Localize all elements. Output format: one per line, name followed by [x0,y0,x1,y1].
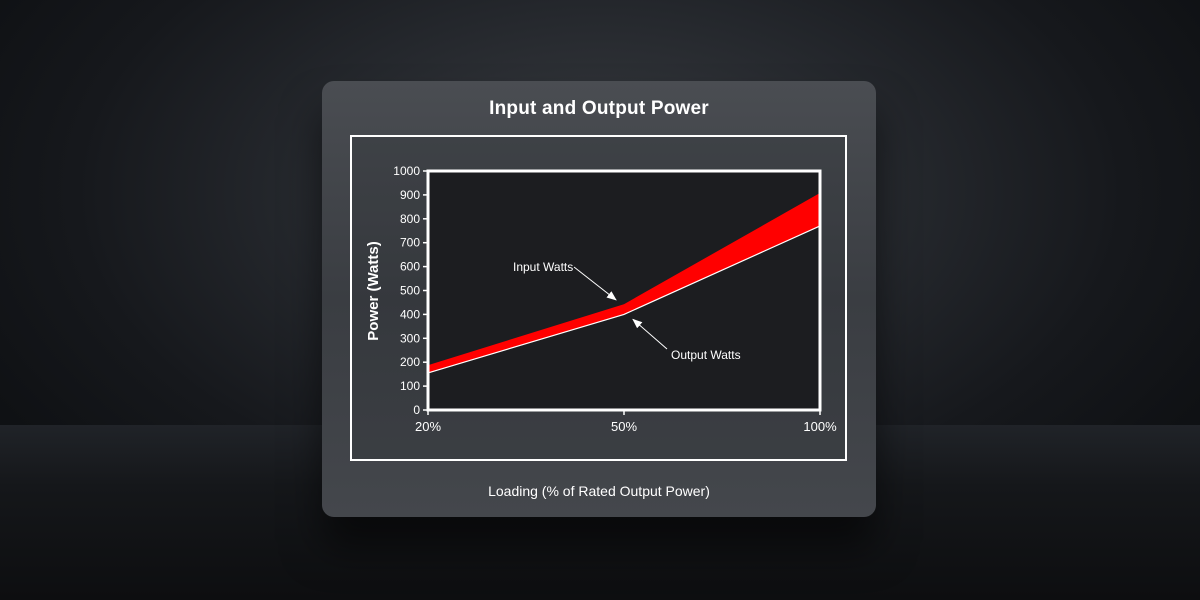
y-tick-label: 800 [400,212,420,226]
y-tick-label: 900 [400,188,420,202]
y-tick-label: 300 [400,331,420,345]
series-line-output-watts [427,225,821,374]
chart-card: Input and Output Power 0 100 200 300 400 500 6… [322,81,876,517]
plot-area [428,171,820,410]
chart-svg: 0 100 200 300 400 500 600 700 800 900 1000 20% 50% 10… [365,164,837,434]
annotation-arrow-input [573,266,617,301]
y-tick-label: 700 [400,236,420,250]
x-axis-title: Loading (% of Rated Output Power) [488,483,710,499]
x-tick-label: 20% [415,419,441,434]
y-axis-title: Power (Watts) [365,241,382,340]
power-loss-band [428,193,820,373]
annotation-output-watts: Output Watts [671,348,741,362]
y-tick-label: 1000 [393,164,420,178]
annotation-input-watts: Input Watts [513,260,573,274]
y-tick-label: 0 [413,403,420,417]
x-tick-label: 100% [803,419,837,434]
y-tick-label: 100 [400,379,420,393]
x-tick-label: 50% [611,419,637,434]
chart-title: Input and Output Power [489,98,709,119]
annotation-arrow-output [632,318,668,350]
y-tick-label: 400 [400,307,420,321]
series-line-input-watts [427,193,821,367]
y-tick-label: 200 [400,355,420,369]
y-tick-label: 500 [400,284,420,298]
y-tick-label: 600 [400,260,420,274]
